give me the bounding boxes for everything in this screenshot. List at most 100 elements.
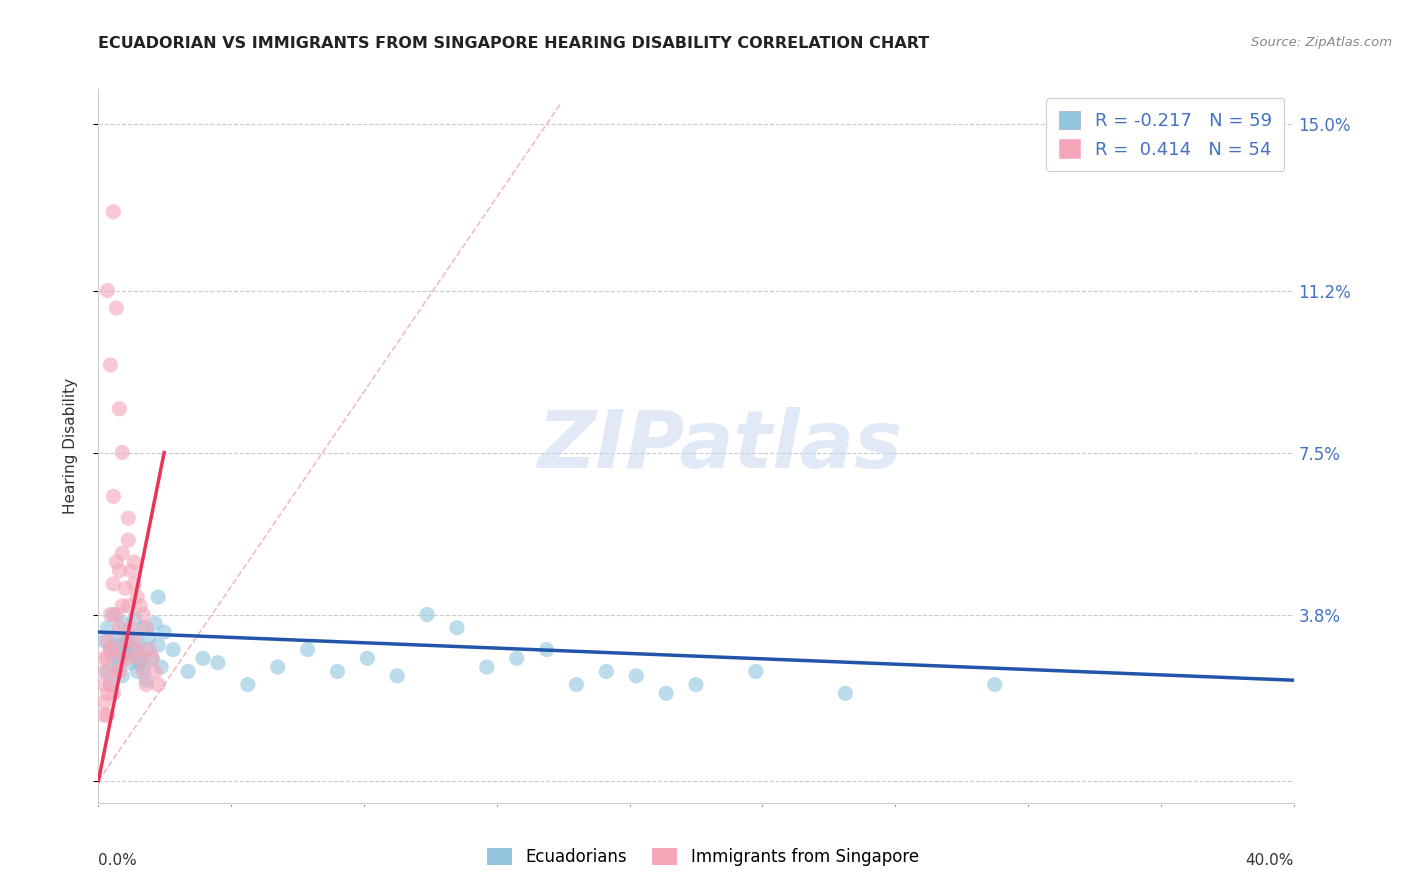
Text: ECUADORIAN VS IMMIGRANTS FROM SINGAPORE HEARING DISABILITY CORRELATION CHART: ECUADORIAN VS IMMIGRANTS FROM SINGAPORE … — [98, 36, 929, 51]
Point — [626, 669, 648, 683]
Point — [108, 401, 131, 416]
Point — [103, 607, 125, 622]
Point — [100, 677, 122, 691]
Point — [111, 599, 134, 613]
Point — [135, 677, 157, 691]
Point — [111, 616, 134, 631]
Point — [114, 633, 136, 648]
Point — [105, 638, 128, 652]
Point — [127, 590, 149, 604]
Point — [177, 665, 200, 679]
Point — [138, 629, 160, 643]
Point — [100, 677, 122, 691]
Point — [108, 651, 131, 665]
Point — [105, 555, 128, 569]
Point — [117, 625, 139, 640]
Point — [117, 651, 139, 665]
Legend: Ecuadorians, Immigrants from Singapore: Ecuadorians, Immigrants from Singapore — [479, 840, 927, 875]
Point — [129, 651, 152, 665]
Point — [446, 621, 468, 635]
Point — [745, 665, 768, 679]
Point — [108, 660, 131, 674]
Point — [132, 621, 155, 635]
Point — [96, 665, 118, 679]
Point — [111, 651, 134, 665]
Point — [141, 651, 163, 665]
Point — [96, 621, 118, 635]
Point — [120, 564, 142, 578]
Legend: R = -0.217   N = 59, R =  0.414   N = 54: R = -0.217 N = 59, R = 0.414 N = 54 — [1046, 98, 1285, 171]
Point — [129, 599, 152, 613]
Point — [124, 555, 146, 569]
Point — [96, 633, 118, 648]
Point — [117, 511, 139, 525]
Point — [135, 642, 157, 657]
Text: 40.0%: 40.0% — [1246, 853, 1294, 868]
Point — [100, 607, 122, 622]
Point — [103, 204, 125, 219]
Y-axis label: Hearing Disability: Hearing Disability — [63, 378, 77, 514]
Point — [143, 616, 166, 631]
Point — [93, 677, 115, 691]
Point — [416, 607, 439, 622]
Point — [114, 638, 136, 652]
Point — [141, 651, 163, 665]
Point — [129, 651, 152, 665]
Point — [120, 621, 142, 635]
Point — [191, 651, 214, 665]
Point — [685, 677, 707, 691]
Point — [132, 607, 155, 622]
Point — [117, 533, 139, 548]
Point — [93, 708, 115, 723]
Point — [506, 651, 529, 665]
Point — [127, 633, 149, 648]
Point — [111, 669, 134, 683]
Point — [100, 642, 122, 657]
Point — [124, 577, 146, 591]
Point — [132, 660, 155, 674]
Point — [148, 590, 170, 604]
Point — [655, 686, 678, 700]
Point — [127, 665, 149, 679]
Point — [114, 647, 136, 661]
Point — [93, 651, 115, 665]
Point — [96, 284, 118, 298]
Point — [120, 656, 142, 670]
Point — [105, 607, 128, 622]
Point — [108, 621, 131, 635]
Point — [127, 642, 149, 657]
Point — [135, 673, 157, 688]
Point — [103, 642, 125, 657]
Point — [105, 301, 128, 315]
Point — [108, 564, 131, 578]
Point — [153, 625, 176, 640]
Point — [148, 638, 170, 652]
Point — [148, 677, 170, 691]
Point — [162, 642, 184, 657]
Point — [834, 686, 856, 700]
Point — [150, 660, 173, 674]
Point — [100, 642, 122, 657]
Point — [475, 660, 498, 674]
Point — [105, 665, 128, 679]
Point — [385, 669, 409, 683]
Text: Source: ZipAtlas.com: Source: ZipAtlas.com — [1251, 36, 1392, 49]
Point — [120, 647, 142, 661]
Point — [297, 642, 319, 657]
Point — [117, 599, 139, 613]
Point — [96, 651, 118, 665]
Point — [96, 686, 118, 700]
Point — [984, 677, 1007, 691]
Point — [135, 621, 157, 635]
Point — [103, 686, 125, 700]
Point — [103, 651, 125, 665]
Point — [103, 577, 125, 591]
Point — [117, 633, 139, 648]
Point — [114, 582, 136, 596]
Point — [93, 665, 115, 679]
Point — [111, 445, 134, 459]
Point — [100, 358, 122, 372]
Point — [207, 656, 229, 670]
Point — [595, 665, 617, 679]
Point — [93, 695, 115, 709]
